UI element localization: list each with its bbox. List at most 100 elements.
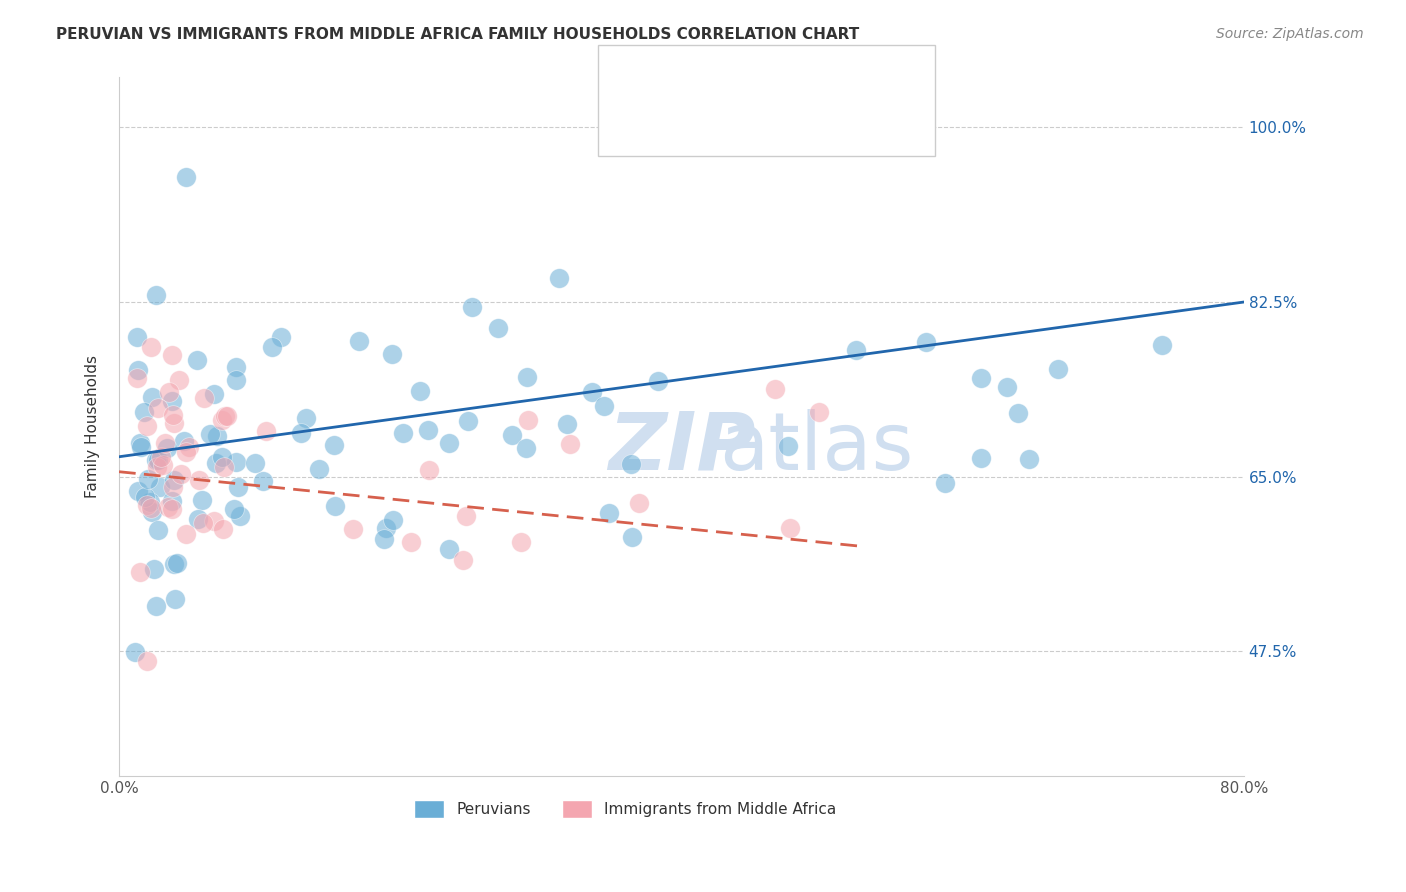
Peruvians	[392, 425, 415, 440]
Immigrants from Middle Africa	[149, 450, 172, 464]
Peruvians	[995, 380, 1018, 394]
Peruvians	[141, 505, 163, 519]
Peruvians	[143, 562, 166, 576]
Peruvians	[647, 375, 669, 389]
Peruvians	[375, 521, 398, 535]
Peruvians	[145, 599, 167, 613]
Peruvians	[1018, 452, 1040, 467]
Immigrants from Middle Africa	[214, 409, 236, 423]
Text: PERUVIAN VS IMMIGRANTS FROM MIDDLE AFRICA FAMILY HOUSEHOLDS CORRELATION CHART: PERUVIAN VS IMMIGRANTS FROM MIDDLE AFRIC…	[56, 27, 859, 42]
Peruvians	[160, 394, 183, 409]
Peruvians	[416, 423, 439, 437]
Peruvians	[1152, 338, 1174, 352]
Peruvians	[845, 343, 868, 358]
Peruvians	[198, 426, 221, 441]
Peruvians	[245, 456, 267, 470]
Immigrants from Middle Africa	[170, 467, 193, 481]
Immigrants from Middle Africa	[211, 413, 233, 427]
Immigrants from Middle Africa	[217, 409, 239, 423]
Immigrants from Middle Africa	[516, 412, 538, 426]
Peruvians	[225, 373, 247, 387]
Immigrants from Middle Africa	[779, 521, 801, 535]
Peruvians	[295, 410, 318, 425]
Peruvians	[486, 321, 509, 335]
Peruvians	[934, 476, 956, 491]
Peruvians	[308, 461, 330, 475]
Immigrants from Middle Africa	[456, 509, 478, 524]
Peruvians	[187, 512, 209, 526]
Immigrants from Middle Africa	[179, 440, 201, 454]
Immigrants from Middle Africa	[152, 458, 174, 472]
Immigrants from Middle Africa	[399, 534, 422, 549]
Peruvians	[1046, 362, 1069, 376]
Peruvians	[620, 458, 643, 472]
Peruvians	[127, 363, 149, 377]
Peruvians	[166, 556, 188, 570]
Peruvians	[776, 439, 799, 453]
Peruvians	[915, 334, 938, 349]
Peruvians	[323, 438, 346, 452]
Peruvians	[457, 414, 479, 428]
Immigrants from Middle Africa	[188, 473, 211, 487]
Immigrants from Middle Africa	[453, 552, 475, 566]
Peruvians	[222, 501, 245, 516]
Peruvians	[136, 472, 159, 486]
Peruvians	[226, 480, 249, 494]
Immigrants from Middle Africa	[146, 460, 169, 475]
Peruvians	[225, 455, 247, 469]
Immigrants from Middle Africa	[163, 416, 186, 430]
Peruvians	[228, 508, 250, 523]
Peruvians	[252, 474, 274, 488]
Text: atlas: atlas	[720, 409, 914, 487]
Peruvians	[134, 490, 156, 504]
Peruvians	[190, 492, 212, 507]
Peruvians	[132, 405, 155, 419]
Text: ZIP: ZIP	[607, 409, 755, 487]
Peruvians	[621, 530, 644, 544]
Peruvians	[128, 435, 150, 450]
Peruvians	[127, 484, 149, 499]
Immigrants from Middle Africa	[157, 500, 180, 514]
Immigrants from Middle Africa	[153, 436, 176, 450]
Immigrants from Middle Africa	[162, 480, 184, 494]
Peruvians	[501, 428, 523, 442]
Peruvians	[174, 170, 197, 185]
Peruvians	[270, 330, 292, 344]
Immigrants from Middle Africa	[136, 498, 159, 512]
Immigrants from Middle Africa	[162, 408, 184, 422]
Peruvians	[969, 371, 991, 385]
Peruvians	[205, 429, 228, 443]
Immigrants from Middle Africa	[136, 654, 159, 668]
Immigrants from Middle Africa	[141, 500, 163, 515]
Immigrants from Middle Africa	[418, 463, 440, 477]
Immigrants from Middle Africa	[167, 373, 190, 387]
Immigrants from Middle Africa	[202, 514, 225, 528]
Peruvians	[146, 452, 169, 467]
Immigrants from Middle Africa	[176, 445, 198, 459]
Y-axis label: Family Households: Family Households	[86, 355, 100, 499]
Peruvians	[373, 532, 395, 546]
Peruvians	[290, 425, 312, 440]
Peruvians	[515, 441, 537, 455]
Peruvians	[160, 494, 183, 508]
Peruvians	[225, 359, 247, 374]
Peruvians	[516, 369, 538, 384]
Peruvians	[204, 456, 226, 470]
Immigrants from Middle Africa	[193, 516, 215, 530]
Immigrants from Middle Africa	[558, 436, 581, 450]
Legend: Peruvians, Immigrants from Middle Africa: Peruvians, Immigrants from Middle Africa	[408, 794, 842, 824]
Immigrants from Middle Africa	[254, 424, 277, 438]
Peruvians	[173, 434, 195, 449]
Peruvians	[593, 400, 616, 414]
Immigrants from Middle Africa	[176, 526, 198, 541]
Peruvians	[149, 480, 172, 494]
Text: Source: ZipAtlas.com: Source: ZipAtlas.com	[1216, 27, 1364, 41]
Peruvians	[125, 329, 148, 343]
Peruvians	[437, 436, 460, 450]
Immigrants from Middle Africa	[510, 535, 533, 549]
Peruvians	[555, 417, 578, 431]
Immigrants from Middle Africa	[627, 495, 650, 509]
Peruvians	[145, 453, 167, 467]
Immigrants from Middle Africa	[135, 419, 157, 434]
Peruvians	[260, 340, 283, 354]
